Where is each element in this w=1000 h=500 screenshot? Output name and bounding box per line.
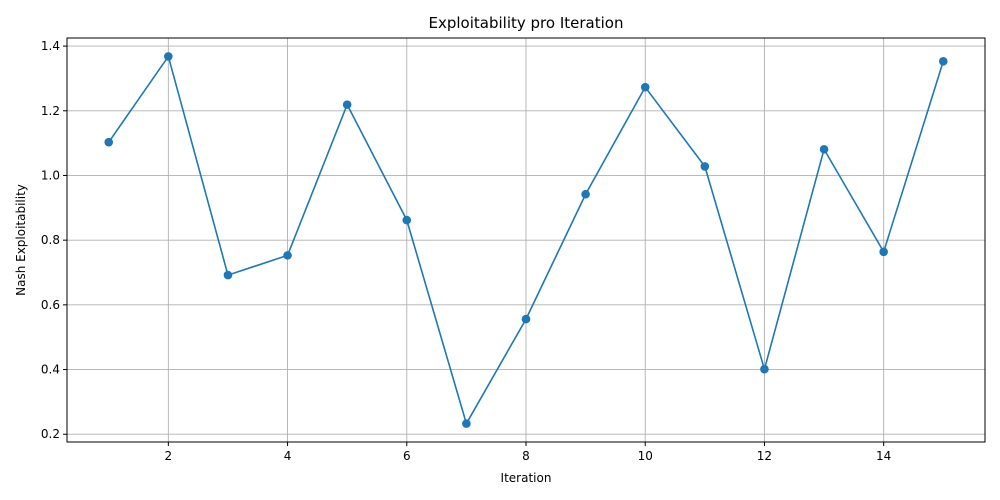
x-axis-label: Iteration (501, 471, 552, 485)
data-point (640, 82, 650, 92)
x-tick-label: 12 (757, 449, 772, 463)
axis-ticks: 2 4 6 8 10 12 14 0.2 0.4 0.6 0.8 1.0 1.2 1.4 (41, 39, 891, 463)
data-point (938, 56, 948, 66)
y-tick-label: 1.2 (41, 104, 60, 118)
data-point (521, 314, 531, 324)
data-point (283, 251, 292, 260)
x-tick-label: 8 (522, 449, 530, 463)
x-tick-label: 6 (403, 449, 411, 463)
data-point (223, 270, 233, 280)
x-tick-label: 4 (284, 449, 292, 463)
data-point (104, 137, 114, 147)
data-point (760, 364, 769, 374)
x-tick-label: 14 (876, 449, 891, 463)
data-point (581, 189, 590, 199)
y-tick-label: 0.4 (41, 363, 60, 377)
y-tick-label: 0.8 (41, 233, 60, 247)
y-axis-label: Nash Exploitability (14, 184, 28, 296)
data-point (462, 419, 471, 428)
data-point (879, 247, 888, 257)
data-point (342, 100, 352, 109)
grid-lines (67, 38, 985, 442)
data-point (164, 52, 173, 61)
data-point (700, 162, 710, 171)
x-tick-label: 2 (165, 449, 173, 463)
y-tick-label: 0.2 (41, 427, 60, 441)
y-tick-label: 0.6 (41, 298, 60, 312)
y-tick-label: 1.4 (41, 39, 60, 53)
y-tick-label: 1.0 (41, 168, 60, 182)
data-point (402, 215, 412, 225)
data-point (819, 144, 829, 154)
chart-title: Exploitability pro Iteration (429, 14, 624, 32)
series-layer (104, 52, 948, 428)
x-tick-label: 10 (638, 449, 653, 463)
